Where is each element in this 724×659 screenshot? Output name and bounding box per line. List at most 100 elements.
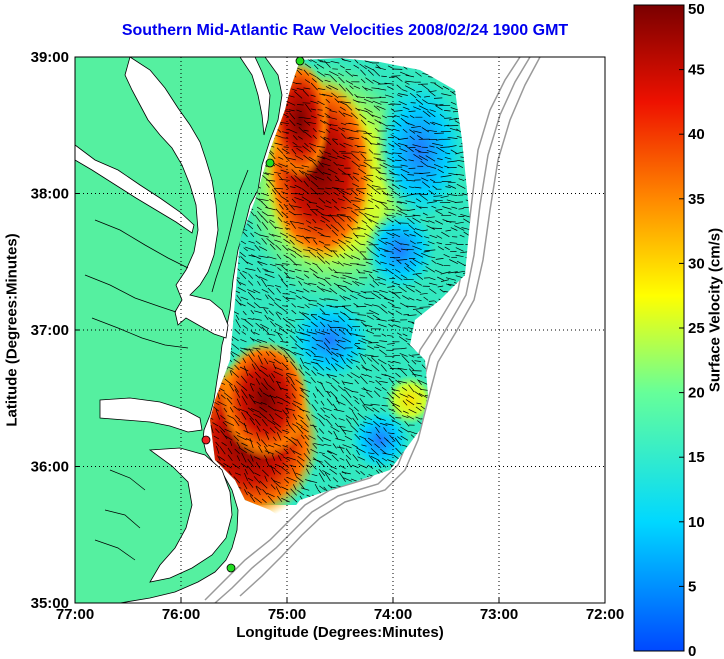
velocity-arrow: [419, 172, 431, 174]
velocity-arrow: [361, 136, 367, 140]
velocity-arrow: [242, 310, 247, 316]
velocity-arrow: [353, 406, 359, 412]
velocity-arrow: [326, 398, 333, 406]
velocity-arrow: [387, 157, 395, 162]
velocity-arrow: [376, 142, 387, 147]
velocity-arrow: [440, 279, 450, 282]
velocity-arrow: [390, 402, 400, 407]
velocity-arrow: [310, 290, 317, 292]
velocity-arrow: [324, 414, 331, 419]
velocity-arrow: [397, 436, 403, 441]
velocity-arrow: [268, 180, 275, 188]
velocity-arrow: [372, 314, 381, 320]
velocity-arrow: [386, 178, 395, 181]
colorbar-tick-label: 25: [688, 320, 705, 337]
velocity-arrow: [268, 303, 274, 306]
velocity-arrow: [292, 467, 297, 477]
velocity-arrow: [421, 181, 431, 188]
velocity-arrow: [375, 379, 382, 386]
velocity-arrow: [387, 343, 395, 345]
velocity-arrow: [243, 430, 253, 435]
velocity-arrow: [303, 282, 311, 286]
velocity-arrow: [286, 377, 290, 384]
velocity-arrow: [298, 368, 305, 376]
velocity-arrow: [329, 306, 338, 308]
velocity-arrow: [261, 382, 268, 391]
velocity-arrow: [285, 407, 290, 414]
velocity-arrow: [384, 82, 394, 85]
velocity-arrow: [282, 445, 289, 448]
velocity-arrow: [301, 165, 310, 168]
velocity-arrow: [450, 101, 457, 105]
velocity-arrow: [317, 413, 326, 420]
velocity-arrow: [370, 455, 380, 461]
velocity-arrow: [266, 333, 276, 336]
velocity-arrow: [397, 155, 407, 162]
velocity-arrow: [286, 297, 296, 300]
velocity-arrow: [397, 429, 403, 433]
velocity-arrow: [343, 142, 353, 147]
velocity-arrow: [331, 92, 339, 99]
velocity-arrow: [273, 370, 284, 377]
velocity-arrow: [315, 340, 324, 342]
velocity-arrow: [383, 193, 393, 196]
velocity-arrow: [433, 163, 443, 169]
velocity-arrow: [371, 185, 381, 188]
velocity-arrow: [332, 250, 339, 258]
velocity-arrow: [227, 447, 233, 455]
velocity-arrow: [255, 322, 263, 330]
velocity-arrow: [343, 386, 354, 393]
velocity-arrow: [324, 73, 331, 76]
velocity-arrow: [339, 373, 345, 377]
velocity-arrow: [285, 374, 291, 379]
velocity-arrow: [245, 246, 255, 251]
velocity-arrow: [359, 113, 367, 120]
velocity-arrow: [259, 387, 263, 393]
velocity-arrow: [375, 168, 382, 174]
velocity-arrow: [297, 489, 305, 496]
velocity-arrow: [311, 404, 318, 412]
grid-lines: [75, 57, 605, 603]
velocity-arrow: [404, 215, 416, 218]
velocity-arrow: [287, 354, 296, 364]
velocity-arrow: [445, 186, 451, 188]
velocity-arrow: [292, 484, 297, 491]
velocity-arrow: [334, 98, 340, 104]
velocity-arrow: [355, 100, 367, 104]
velocity-arrow: [256, 441, 262, 447]
velocity-arrow: [283, 448, 289, 454]
velocity-arrow: [230, 369, 240, 378]
velocity-arrow: [352, 74, 358, 77]
velocity-arrow: [385, 127, 394, 131]
velocity-arrow: [257, 261, 268, 266]
velocity-arrow: [418, 105, 429, 111]
velocity-arrow: [325, 381, 332, 385]
velocity-arrow: [314, 483, 319, 490]
velocity-arrow: [291, 402, 297, 407]
velocity-arrow: [458, 208, 464, 210]
velocity-arrow: [385, 268, 393, 274]
velocity-arrow: [313, 442, 324, 446]
velocity-arrow: [309, 146, 317, 154]
velocity-arrow: [329, 391, 338, 399]
velocity-arrow: [393, 324, 401, 328]
velocity-arrow: [367, 199, 374, 203]
velocity-arrow: [219, 446, 226, 455]
velocity-arrow: [252, 347, 261, 350]
velocity-arrow: [441, 93, 452, 97]
velocity-arrow: [287, 477, 298, 482]
velocity-arrow: [406, 305, 417, 308]
velocity-arrow: [414, 391, 423, 397]
velocity-arrow: [408, 354, 415, 358]
velocity-arrow: [330, 413, 337, 420]
velocity-arrow: [381, 333, 387, 337]
velocity-arrow: [289, 284, 296, 286]
velocity-arrow: [333, 430, 339, 440]
velocity-arrow: [299, 482, 305, 490]
velocity-arrow: [400, 164, 408, 167]
velocity-arrow: [440, 271, 451, 275]
velocity-arrow: [379, 290, 388, 294]
velocity-arrow: [311, 414, 318, 420]
velocity-arrow: [430, 121, 436, 126]
velocity-arrow: [397, 137, 409, 140]
